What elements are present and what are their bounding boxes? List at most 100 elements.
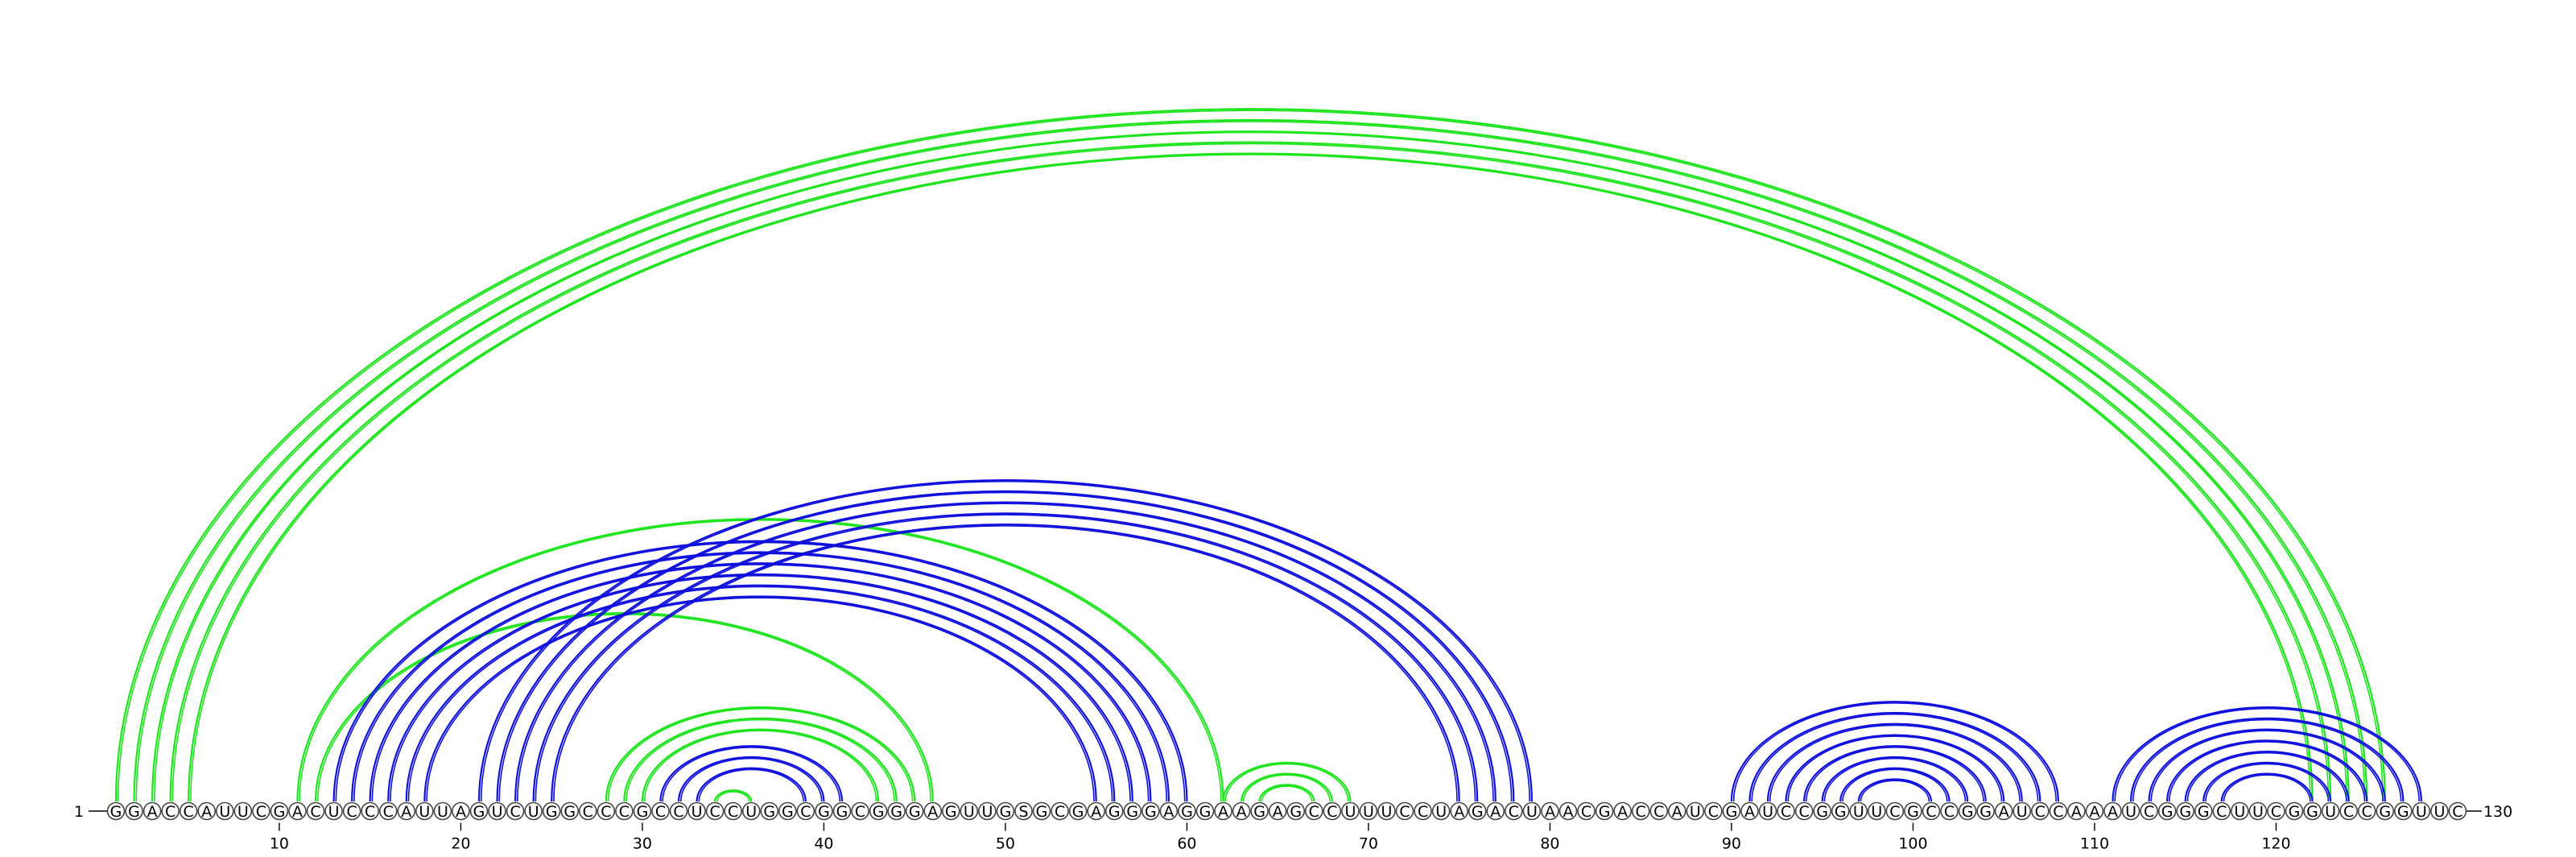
- nucleotide-letter: A: [1563, 803, 1574, 821]
- base-pair-arc: [188, 154, 2312, 801]
- nucleotide: C: [1777, 803, 1794, 822]
- nucleotide-letter: G: [546, 803, 558, 821]
- nucleotide: C: [1397, 803, 1414, 822]
- nucleotide-letter: G: [110, 803, 122, 821]
- nucleotide: G: [1814, 803, 1831, 822]
- nucleotide-letter: C: [800, 803, 811, 821]
- nucleotide: G: [888, 803, 905, 822]
- base-pair-arc: [155, 132, 2347, 801]
- nucleotide-letter: U: [328, 803, 340, 821]
- base-pair-arc: [427, 598, 1094, 801]
- nucleotide: G: [126, 803, 142, 822]
- nucleotide-letter: C: [601, 803, 611, 821]
- nucleotide: U: [2322, 803, 2339, 822]
- nucleotide: A: [1215, 803, 1232, 822]
- nucleotide: G: [870, 803, 887, 822]
- nucleotide-letter: U: [2416, 803, 2427, 821]
- base-pair-arc: [1843, 769, 1947, 801]
- nucleotide: C: [652, 803, 669, 822]
- base-pair-arc: [1734, 703, 2056, 801]
- nucleotide-letter: U: [1871, 803, 1882, 821]
- nucleotide-letter: C: [184, 803, 194, 821]
- nucleotide-letter: C: [1309, 803, 1319, 821]
- base-pair-arc: [1241, 774, 1332, 801]
- nucleotide: C: [1051, 803, 1068, 822]
- nucleotide: U: [525, 803, 542, 822]
- nucleotide: C: [597, 803, 614, 822]
- base-pair-arc: [609, 709, 913, 801]
- nucleotide: C: [308, 803, 324, 822]
- nucleotide-letter: A: [2107, 803, 2118, 821]
- nucleotide: G: [634, 803, 650, 822]
- nucleotide: U: [489, 803, 506, 822]
- nucleotide: C: [580, 803, 597, 822]
- nucleotide: A: [1996, 803, 2013, 822]
- nucleotide-letter: C: [1944, 803, 1955, 821]
- nucleotide: C: [852, 803, 869, 822]
- nucleotide-letter: A: [147, 803, 158, 821]
- nucleotide: G: [270, 803, 287, 822]
- nucleotide: C: [2140, 803, 2157, 822]
- nucleotide: G: [1905, 803, 1922, 822]
- nucleotide-letter: G: [818, 803, 830, 821]
- nucleotide-letter: G: [1126, 803, 1138, 821]
- nucleotide-letter: G: [1072, 803, 1084, 821]
- base-pair-arc: [1806, 747, 1984, 801]
- nucleotide-letter: G: [2161, 803, 2174, 821]
- nucleotide-letter: G: [128, 803, 140, 821]
- nucleotide-letter: G: [1835, 803, 1847, 821]
- nucleotide-letter: U: [2017, 803, 2028, 821]
- nucleotide: U: [1378, 803, 1395, 822]
- nucleotide-letter: A: [1490, 803, 1501, 821]
- nucleotide-letter: G: [1907, 803, 1919, 821]
- tick-label: 50: [996, 835, 1015, 853]
- nucleotide-letter: C: [1636, 803, 1646, 821]
- base-pair-arc: [1244, 775, 1330, 801]
- nucleotide: C: [2050, 803, 2066, 822]
- nucleotide-letter: A: [2089, 803, 2099, 821]
- nucleotide-letter: U: [2234, 803, 2245, 821]
- nucleotide: A: [2104, 803, 2121, 822]
- base-pair-arc: [1840, 768, 1949, 801]
- nucleotide: G: [943, 803, 960, 822]
- nucleotide-letter: C: [165, 803, 175, 821]
- base-pair-arc: [334, 541, 1187, 801]
- nucleotide-letter: U: [437, 803, 448, 821]
- nucleotide: A: [1269, 803, 1286, 822]
- nucleotide-letter: C: [1327, 803, 1337, 821]
- nucleotide-letter: C: [619, 803, 630, 821]
- nucleotide-letter: G: [1199, 803, 1212, 821]
- base-pair-arc: [2167, 740, 2367, 801]
- nucleotide: C: [1650, 803, 1667, 822]
- tick-label: 40: [814, 835, 833, 853]
- nucleotide-letter: S: [1018, 803, 1028, 821]
- nucleotide: S: [1015, 803, 1032, 822]
- nucleotide-letter: C: [1781, 803, 1791, 821]
- nucleotide: A: [198, 803, 215, 822]
- nucleotide: U: [234, 803, 251, 822]
- base-pair-arc: [697, 768, 806, 801]
- tick-label: 80: [1540, 835, 1559, 853]
- nucleotide-letter: C: [728, 803, 738, 821]
- base-pair-arc: [316, 613, 933, 801]
- base-pair-arc: [152, 131, 2349, 801]
- nucleotide: C: [616, 803, 633, 822]
- nucleotide: A: [1233, 803, 1250, 822]
- nucleotide-letter: G: [763, 803, 775, 821]
- nucleotide: C: [1306, 803, 1323, 822]
- nucleotide-letter: A: [1744, 803, 1755, 821]
- nucleotide-letter: C: [2035, 803, 2046, 821]
- nucleotide-letter: C: [673, 803, 683, 821]
- base-pair-arc: [1260, 785, 1315, 801]
- nucleotide-letter: G: [637, 803, 649, 821]
- nucleotide: A: [2086, 803, 2103, 822]
- nucleotide-letter: U: [981, 803, 993, 821]
- nucleotide: C: [1414, 803, 1431, 822]
- nucleotide-letter: U: [219, 803, 230, 821]
- nucleotide-letter: C: [2216, 803, 2227, 821]
- nucleotide-letter: U: [964, 803, 975, 821]
- nucleotide-letter: C: [1799, 803, 1810, 821]
- nucleotide: G: [1142, 803, 1159, 822]
- nucleotide-letter: C: [256, 803, 266, 821]
